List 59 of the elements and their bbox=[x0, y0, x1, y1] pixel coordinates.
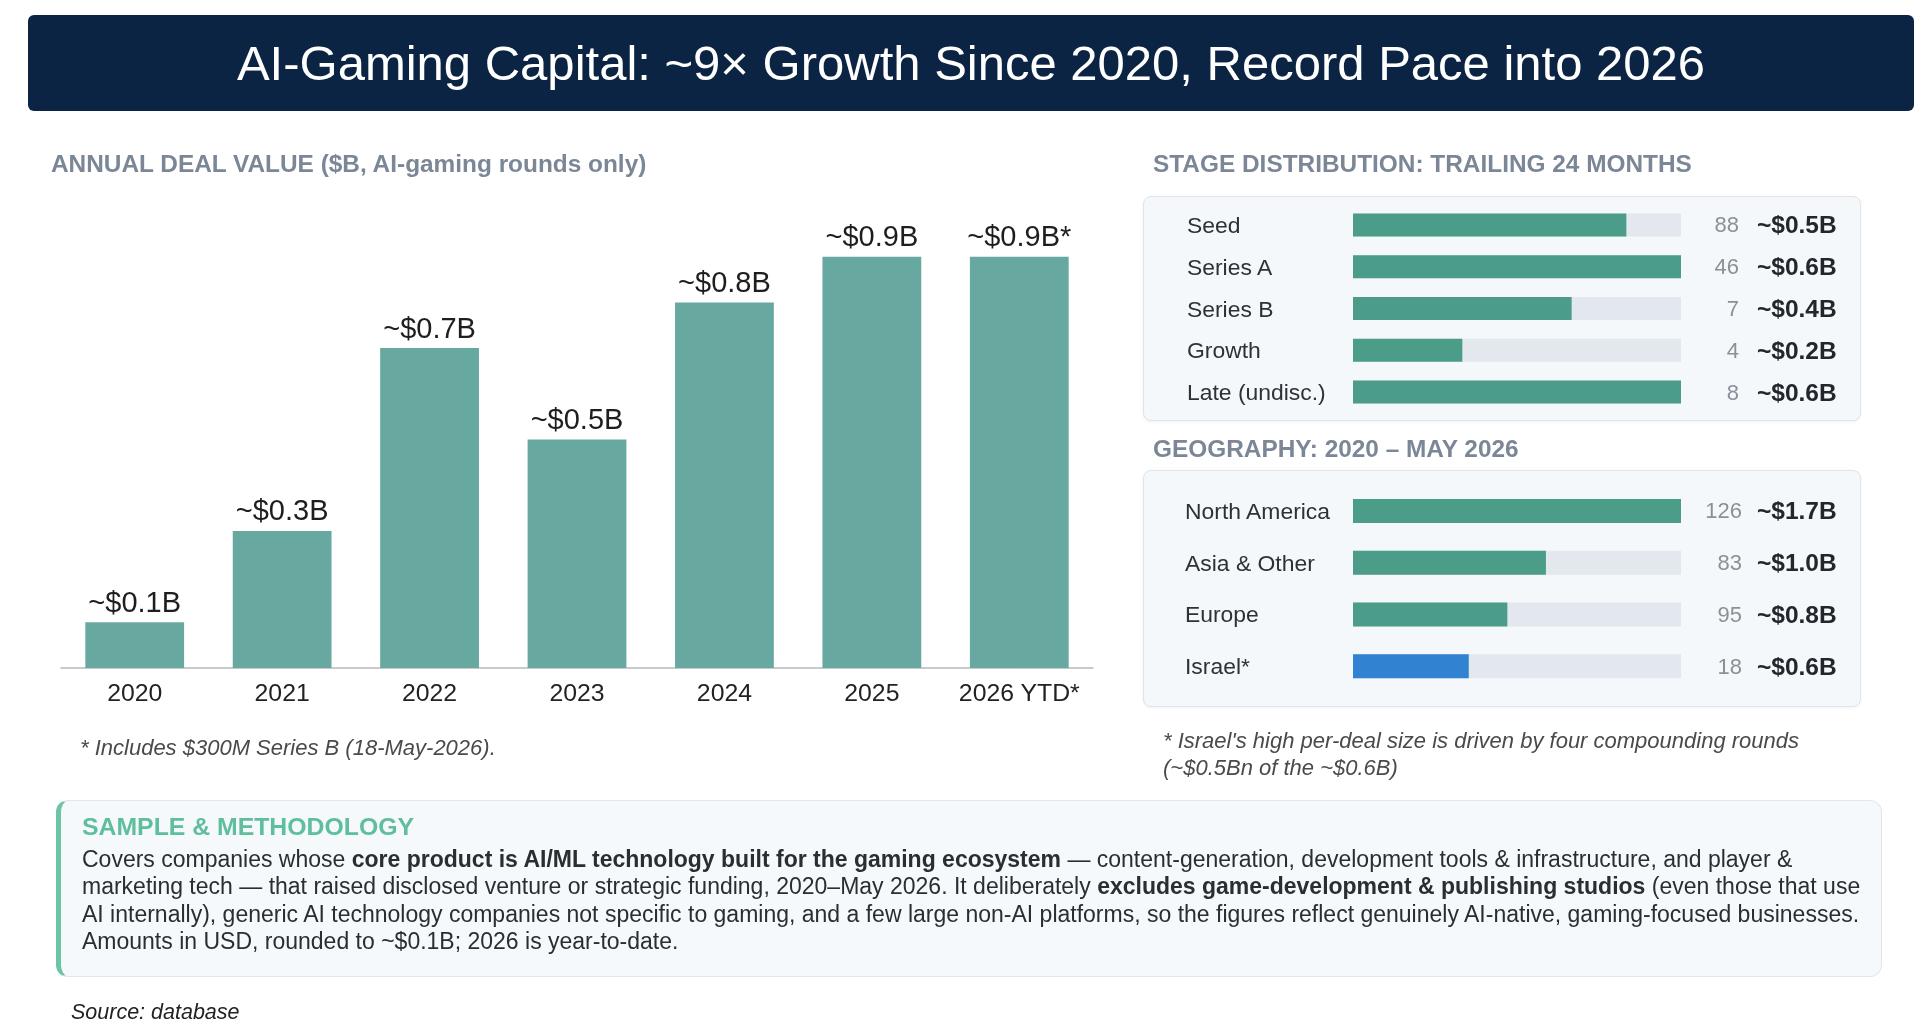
text: Covers companies whose bbox=[82, 846, 346, 872]
data-label: ~$0.5B bbox=[1757, 211, 1837, 239]
bar bbox=[675, 302, 774, 668]
text: 88 bbox=[1714, 212, 1739, 238]
bar bbox=[85, 622, 185, 668]
text: 46 bbox=[1714, 254, 1739, 280]
data-label: ~$0.5B bbox=[530, 403, 624, 435]
text: 8 bbox=[1726, 379, 1739, 405]
text: 4 bbox=[1726, 337, 1739, 363]
y-tick-label: Late (undisc.) bbox=[1187, 379, 1326, 406]
text: 95 bbox=[1717, 601, 1742, 627]
bar bbox=[527, 439, 627, 668]
data-label: ~$0.9B bbox=[825, 220, 919, 253]
y-tick-label: Israel* bbox=[1185, 653, 1250, 680]
text: SAMPLE & METHODOLOGY bbox=[82, 812, 415, 841]
chart-title: ANNUAL DEAL VALUE ($B, AI-gaming rounds only) bbox=[51, 149, 647, 178]
x-tick-label: 2026 YTD* bbox=[958, 679, 1081, 706]
x-tick-label: 2023 bbox=[549, 679, 605, 706]
y-tick-label: Growth bbox=[1187, 337, 1261, 364]
y-tick-label: Series A bbox=[1187, 253, 1273, 280]
y-tick-label: North America bbox=[1185, 497, 1331, 524]
text: core product is AI/ML technology built for the gaming ecosystem bbox=[351, 846, 1061, 872]
text: excludes game-development & publishing studios bbox=[1097, 873, 1646, 900]
text: 83 bbox=[1717, 550, 1742, 576]
data-label: ~$0.4B bbox=[1757, 295, 1837, 322]
data-label: ~$0.8B bbox=[678, 265, 771, 298]
text: 18 bbox=[1717, 653, 1742, 679]
data-label: ~$0.1B bbox=[88, 585, 182, 618]
text: * Israel's high per-deal size is driven by four compounding rounds (~$0.5Bn of the ~$0.6B) bbox=[1163, 727, 1801, 781]
text: AI-Gaming Capital: ~9× Growth Since 2020, Record Pace into 2026 bbox=[236, 35, 1706, 91]
data-label: ~$0.7B bbox=[383, 311, 476, 344]
data-label: ~$0.6B bbox=[1757, 378, 1837, 406]
data-label: ~$0.8B bbox=[1757, 600, 1837, 628]
text: 126 bbox=[1705, 498, 1742, 524]
data-label: ~$0.6B bbox=[1757, 652, 1837, 680]
x-tick-label: 2021 bbox=[254, 679, 310, 706]
y-tick-label: Seed bbox=[1187, 211, 1241, 238]
bar bbox=[822, 256, 922, 668]
x-tick-label: 2022 bbox=[401, 679, 458, 706]
chart-title: STAGE DISTRIBUTION: TRAILING 24 MONTHS bbox=[1153, 149, 1692, 178]
bar bbox=[969, 256, 1069, 668]
chart-title: GEOGRAPHY: 2020 – MAY 2026 bbox=[1153, 434, 1519, 463]
text: * Includes $300M Series B (18-May-2026). bbox=[80, 735, 496, 761]
data-label: ~$0.9B* bbox=[967, 220, 1072, 253]
bar bbox=[380, 348, 479, 668]
y-tick-label: Asia & Other bbox=[1185, 549, 1316, 576]
data-label: ~$0.6B bbox=[1757, 253, 1837, 281]
source-note: Source: database bbox=[71, 999, 241, 1025]
data-label: ~$0.2B bbox=[1757, 336, 1837, 364]
data-label: ~$1.0B bbox=[1757, 549, 1837, 577]
x-tick-label: 2020 bbox=[107, 679, 163, 706]
y-tick-label: Europe bbox=[1185, 601, 1259, 628]
bar bbox=[232, 530, 332, 668]
data-label: ~$1.7B bbox=[1757, 497, 1837, 525]
x-tick-label: 2025 bbox=[844, 679, 900, 706]
y-tick-label: Series B bbox=[1187, 295, 1274, 322]
x-tick-label: 2024 bbox=[696, 679, 753, 706]
data-label: ~$0.3B bbox=[235, 494, 329, 527]
text: 7 bbox=[1726, 296, 1739, 321]
